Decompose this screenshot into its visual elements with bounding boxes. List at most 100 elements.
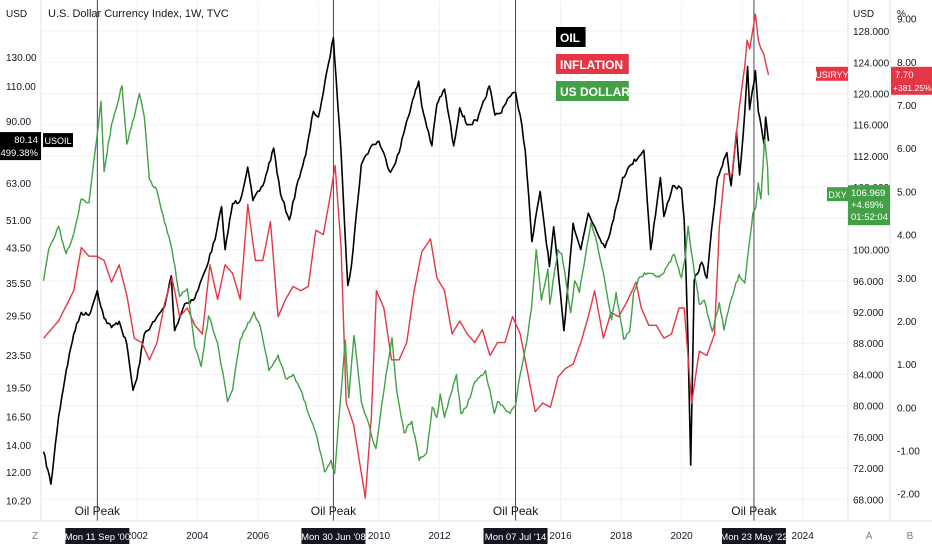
far-right-tick-label: -1.00 <box>897 447 920 458</box>
right-tick-label: 76.000 <box>853 433 884 444</box>
left-tick-label: 35.50 <box>6 279 31 290</box>
left-tick-label: 51.00 <box>6 216 31 227</box>
price-tags: 80.14 +499.38% USOIL 7.70 +381.25% USIRYY 106.… <box>0 66 932 226</box>
inflation-value: 7.70 <box>895 70 914 81</box>
far-right-tick-label: 0.00 <box>897 403 917 414</box>
time-tick-label: 2012 <box>428 531 451 542</box>
right-tick-label: 120.000 <box>853 90 890 101</box>
left-tick-label: 12.00 <box>6 468 31 479</box>
oil-price-tag-bg <box>0 132 41 161</box>
far-right-tick-label: 8.00 <box>897 58 917 69</box>
left-tick-label: 14.00 <box>6 441 31 452</box>
oil-price-value: 80.14 <box>14 135 38 146</box>
time-tick-label: 2010 <box>368 531 391 542</box>
time-tick-label: 2016 <box>549 531 572 542</box>
far-right-axis-unit: % <box>897 9 906 20</box>
oil-peak-label: Oil Peak <box>731 504 777 518</box>
dollar-tag-bg <box>848 185 890 226</box>
legend-badge <box>556 27 586 47</box>
series-line-us-dollar <box>42 85 770 475</box>
right-tick-label: 92.000 <box>853 308 884 319</box>
grid-lines <box>41 2 848 521</box>
time-tick-label: 2020 <box>670 531 693 542</box>
inflation-symbol: USIRYY <box>815 70 848 80</box>
date-badge-bg <box>301 528 366 544</box>
far-right-axis-ticks[interactable]: 9.00 8.00 7.00 6.00 5.00 4.00 3.00 2.00 1.00 0.00… <box>897 15 920 501</box>
time-tick-label: 2006 <box>247 531 270 542</box>
right-tick-label: 88.000 <box>853 339 884 350</box>
series-line-inflation <box>42 13 770 499</box>
legend-badge <box>556 54 629 74</box>
oil-peak-marker-lines <box>96 0 755 521</box>
dollar-symbol-bg <box>827 187 848 202</box>
date-badge-label: Mon 07 Jul '14 <box>485 532 547 543</box>
far-right-tick-label: 4.00 <box>897 231 917 242</box>
far-right-tick-label: 9.00 <box>897 15 917 26</box>
date-badge-label: Mon 23 May '22 <box>720 532 787 543</box>
oil-symbol-bg <box>43 133 73 148</box>
left-tick-label: 63.00 <box>6 179 31 190</box>
date-badge-label: Mon 11 Sep '00 <box>65 532 131 543</box>
oil-symbol: USOIL <box>44 136 71 146</box>
far-right-tick-label: 6.00 <box>897 144 917 155</box>
time-tick-label: 2018 <box>610 531 633 542</box>
chart-title: U.S. Dollar Currency Index, 1W, TVC <box>48 8 229 20</box>
left-tick-label: 19.50 <box>6 383 31 394</box>
legend-label: US DOLLAR <box>560 85 630 99</box>
series-line-oil <box>42 36 770 485</box>
time-tick-label: 2004 <box>186 531 209 542</box>
left-tick-label: 10.20 <box>6 496 31 507</box>
right-tick-label: 128.000 <box>853 27 890 38</box>
right-tick-label: 68.000 <box>853 495 884 506</box>
right-tick-label: 72.000 <box>853 464 884 475</box>
date-badge-bg <box>65 528 130 544</box>
dollar-value: 106.969 <box>851 188 885 199</box>
legend-label: OIL <box>560 31 580 45</box>
left-axis-ticks[interactable]: 130.00 110.00 90.00 63.00 51.00 43.50 35.50 29.… <box>6 53 37 508</box>
far-right-tick-label: 5.00 <box>897 187 917 198</box>
legend-badge <box>556 81 629 101</box>
inflation-change: +381.25% <box>893 83 932 93</box>
right-tick-label: 112.000 <box>853 152 889 163</box>
date-badge-bg <box>721 528 786 544</box>
time-axis-date-badges: Mon 11 Sep '00 Mon 30 Jun '08 Mon 07 Jul '… <box>65 528 788 544</box>
auto-scale-button[interactable]: A <box>866 531 873 542</box>
inflation-tag-bg <box>891 66 932 95</box>
right-tick-label: 116.000 <box>853 121 889 132</box>
far-right-tick-label: 2.00 <box>897 317 917 328</box>
right-tick-label: 96.000 <box>853 277 884 288</box>
oil-peak-label: Oil Peak <box>493 504 539 518</box>
dollar-change: +4.69% <box>851 200 884 211</box>
left-tick-label: 23.50 <box>6 351 31 362</box>
dollar-symbol: DXY <box>828 190 847 200</box>
far-right-tick-label: 1.00 <box>897 360 917 371</box>
far-right-tick-label: -2.00 <box>897 490 920 501</box>
inflation-symbol-bg <box>816 66 848 81</box>
right-axis-unit: USD <box>853 9 874 20</box>
right-tick-label: 84.000 <box>853 370 884 381</box>
legend: OIL INFLATION US DOLLAR <box>556 27 630 101</box>
oil-peak-label: Oil Peak <box>311 504 357 518</box>
left-tick-label: 90.00 <box>6 117 31 128</box>
oil-price-change: +499.38% <box>0 148 39 159</box>
series-lines <box>42 13 770 499</box>
far-right-scale-button[interactable]: B <box>907 531 914 542</box>
dollar-timer: 01:52:04 <box>851 212 888 223</box>
left-tick-label: 43.50 <box>6 244 31 255</box>
date-badge-label: Mon 30 Jun '08 <box>301 532 366 543</box>
right-tick-label: 100.000 <box>853 246 890 257</box>
left-axis-unit: USD <box>6 9 27 20</box>
zoom-reset-button[interactable]: Z <box>32 531 38 542</box>
far-right-tick-label: 7.00 <box>897 101 917 112</box>
left-tick-label: 130.00 <box>6 53 37 64</box>
right-tick-label: 124.000 <box>853 58 890 69</box>
left-tick-label: 29.50 <box>6 311 31 322</box>
time-tick-label: 2002 <box>126 531 149 542</box>
left-tick-label: 110.00 <box>6 82 36 93</box>
date-badge-bg <box>483 528 548 544</box>
oil-peak-labels: Oil Peak Oil Peak Oil Peak Oil Peak <box>75 504 778 518</box>
oil-peak-label: Oil Peak <box>75 504 121 518</box>
